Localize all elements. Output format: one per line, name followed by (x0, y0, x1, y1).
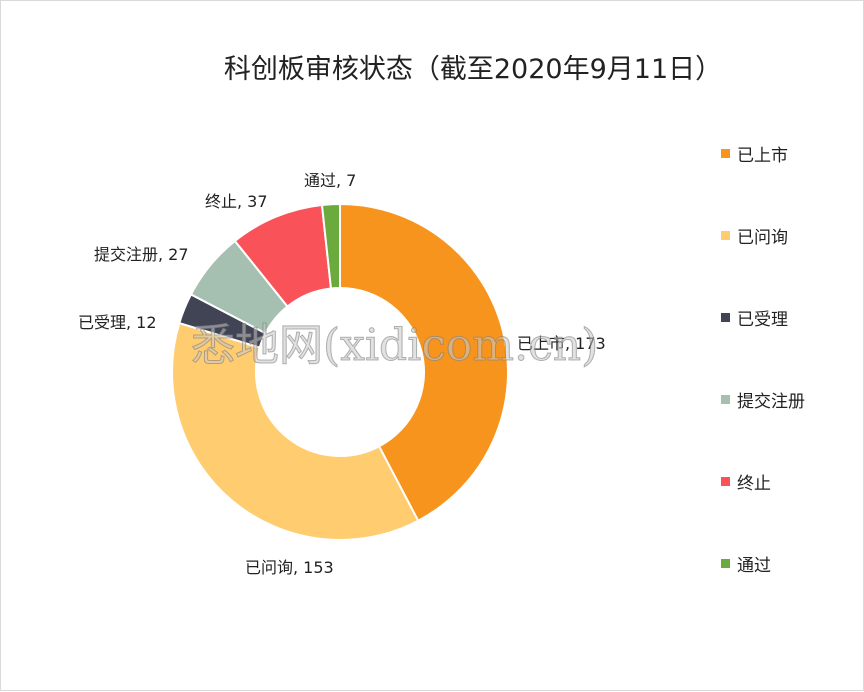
legend-swatch-2 (721, 231, 730, 240)
legend-label-2: 已问询 (737, 228, 788, 248)
legend-swatch-1 (721, 149, 730, 158)
legend-label-3: 已受理 (737, 310, 788, 330)
legend-item-6: 通过 (721, 551, 771, 576)
chart-title: 科创板审核状态（截至2020年9月11日） (223, 54, 723, 85)
donut-slice-2 (171, 321, 420, 541)
legend-label-4: 提交注册 (737, 392, 805, 412)
donut-slice-6 (320, 202, 341, 290)
legend-swatch-3 (721, 313, 730, 322)
data-label-3: 已受理, 12 (78, 313, 157, 332)
legend-item-5: 终止 (721, 469, 771, 494)
legend-swatch-6 (721, 559, 730, 568)
legend-item-2: 已问询 (721, 223, 788, 248)
legend-swatch-5 (721, 477, 730, 486)
data-label-6: 通过, 7 (304, 171, 356, 190)
legend-item-3: 已受理 (721, 305, 788, 330)
legend-label-1: 已上市 (737, 146, 788, 166)
donut-slice-1 (339, 202, 509, 523)
legend-swatch-4 (721, 395, 730, 404)
legend-item-4: 提交注册 (721, 387, 805, 412)
legend-label-6: 通过 (737, 556, 771, 576)
data-label-1: 已上市, 173 (517, 334, 606, 353)
legend-item-1: 已上市 (721, 141, 788, 166)
legend-label-5: 终止 (737, 474, 771, 494)
data-label-5: 终止, 37 (205, 192, 268, 211)
data-label-4: 提交注册, 27 (94, 245, 189, 264)
data-label-2: 已问询, 153 (245, 558, 334, 577)
